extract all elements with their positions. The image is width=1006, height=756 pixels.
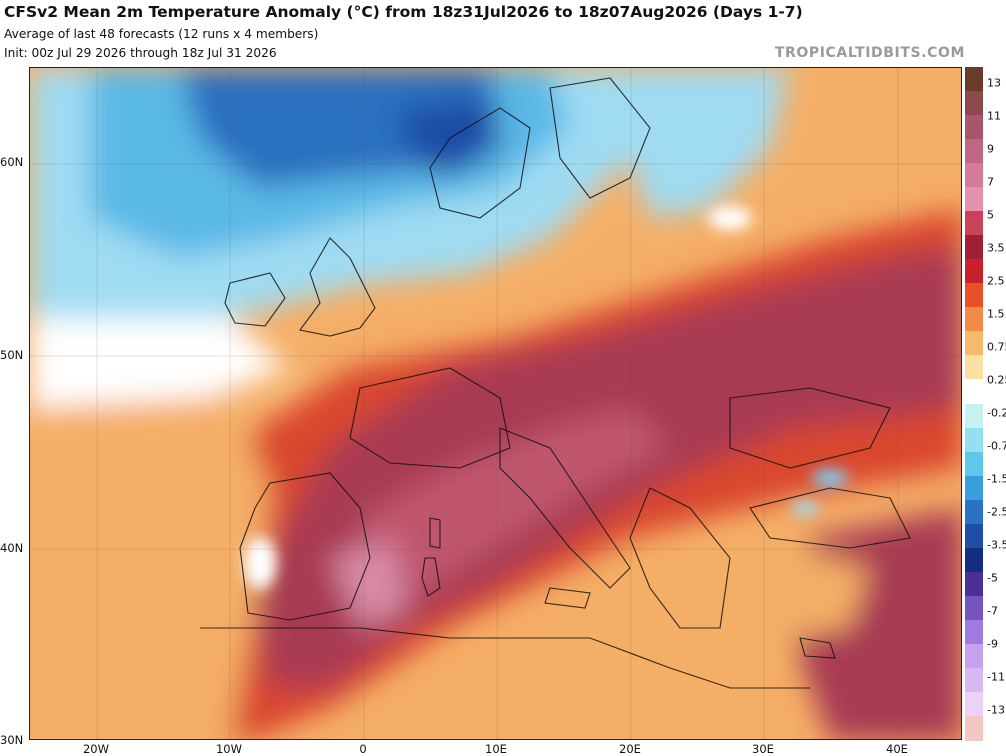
colorbar-label: -9: [987, 637, 998, 651]
init-time: Init: 00z Jul 29 2026 through 18z Jul 31…: [4, 46, 277, 60]
colorbar-swatch: [965, 139, 983, 164]
map-title: CFSv2 Mean 2m Temperature Anomaly (°C) f…: [4, 3, 803, 21]
lon-label-10e: 10E: [485, 742, 507, 756]
colorbar-swatch: [965, 619, 983, 645]
lon-label-40e: 40E: [886, 742, 908, 756]
colorbar-label: 1.5: [987, 307, 1005, 321]
colorbar-label: -2.5: [987, 505, 1006, 519]
colorbar-label: -5: [987, 571, 998, 585]
colorbar-swatch: [965, 643, 983, 669]
colorbar-label: -13: [987, 703, 1005, 717]
brand-watermark: TROPICALTIDBITS.COM: [774, 45, 965, 61]
colorbar-swatch: [965, 403, 983, 429]
colorbar-swatch: [965, 67, 983, 92]
colorbar-swatch: [965, 355, 983, 381]
colorbar-swatch: [965, 379, 983, 405]
lat-label-40n: 40N: [0, 541, 24, 555]
colorbar-swatch: [965, 187, 983, 212]
colorbar-swatch: [965, 499, 983, 525]
lon-label-30e: 30E: [752, 742, 774, 756]
colorbar-label: 2.5: [987, 274, 1005, 288]
colorbar-swatch: [965, 547, 983, 573]
colorbar-swatch: [965, 595, 983, 621]
colorbar-swatch: [965, 283, 983, 308]
colorbar-label: 0.25: [987, 373, 1006, 387]
colorbar-swatch: [965, 691, 983, 717]
colorbar-swatch: [965, 667, 983, 693]
lon-label-10w: 10W: [215, 742, 243, 756]
color-scale-bar: 13 11 9 7 5 3.5 2.5 1.5 0.75 0.25 -0.25 -0.75 -1.5 -2…: [965, 67, 1006, 741]
colorbar-swatch: [965, 259, 983, 284]
colorbar-swatch: [965, 115, 983, 140]
colorbar-label: 5: [987, 208, 994, 222]
lat-label-50n: 50N: [0, 348, 24, 362]
lon-label-0: 0: [359, 742, 367, 756]
colorbar-label: -0.25: [987, 406, 1006, 420]
colorbar-swatch: [965, 163, 983, 188]
colorbar-swatch: [965, 475, 983, 501]
colorbar-label: -7: [987, 604, 998, 618]
map-subtitle: Average of last 48 forecasts (12 runs x …: [4, 27, 319, 41]
temperature-anomaly-map: [29, 67, 962, 740]
colorbar-label: 13: [987, 76, 1001, 90]
colorbar-label: 7: [987, 175, 994, 189]
colorbar-label: -11: [987, 670, 1005, 684]
colorbar-label: 0.75: [987, 340, 1006, 354]
colorbar-swatch: [965, 235, 983, 260]
colorbar-swatch: [965, 211, 983, 236]
colorbar-swatch: [965, 523, 983, 549]
colorbar-swatch: [965, 427, 983, 453]
colorbar-swatch: [965, 715, 983, 741]
lon-label-20e: 20E: [619, 742, 641, 756]
colorbar-swatch: [965, 331, 983, 357]
lat-label-60n: 60N: [0, 155, 24, 169]
colorbar-label: 9: [987, 142, 994, 156]
colorbar-swatch: [965, 91, 983, 116]
colorbar-label: -0.75: [987, 439, 1006, 453]
colorbar-swatch: [965, 451, 983, 477]
colorbar-label: -3.5: [987, 538, 1006, 552]
lon-label-20w: 20W: [82, 742, 110, 756]
colorbar-label: 3.5: [987, 241, 1005, 255]
lat-label-30n: 30N: [0, 733, 24, 747]
colorbar-label: -1.5: [987, 472, 1006, 486]
colorbar-label: 11: [987, 109, 1001, 123]
colorbar-swatch: [965, 571, 983, 597]
colorbar-swatch: [965, 307, 983, 332]
